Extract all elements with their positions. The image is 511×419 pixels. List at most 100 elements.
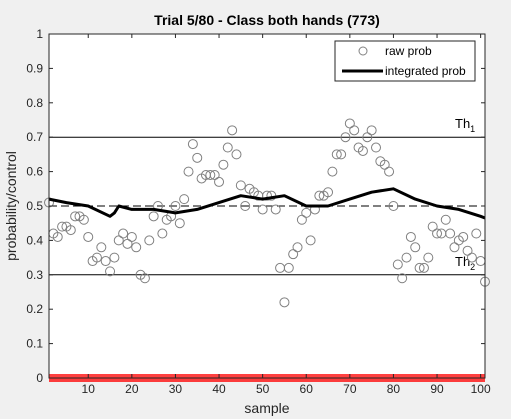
raw-prob-point <box>445 228 456 239</box>
raw-prob-point <box>279 297 290 308</box>
raw-prob-point <box>205 170 216 181</box>
x-tick-label: 40 <box>212 382 226 396</box>
raw-prob-point <box>170 201 181 211</box>
raw-prob-point <box>466 252 477 263</box>
raw-prob-point <box>78 214 89 225</box>
raw-prob-point <box>235 180 246 191</box>
raw-prob-point <box>231 149 242 160</box>
raw-prob-point <box>118 228 129 239</box>
raw-prob-point <box>471 228 482 239</box>
raw-prob-point <box>214 176 225 187</box>
legend-label-integrated: integrated prob <box>385 64 466 78</box>
raw-prob-point <box>187 139 198 150</box>
y-tick-label: 0.7 <box>26 130 43 144</box>
raw-prob-point <box>384 166 395 177</box>
raw-prob-point <box>392 259 403 270</box>
raw-prob-point <box>283 262 294 273</box>
y-tick-label: 0.2 <box>26 302 43 316</box>
threshold-label-1: Th1 <box>455 116 475 134</box>
raw-prob-point <box>96 242 107 253</box>
raw-prob-point <box>126 231 137 242</box>
raw-prob-point <box>179 194 190 205</box>
raw-prob-point <box>174 218 185 229</box>
legend-box <box>334 40 476 82</box>
legend-marker-raw <box>358 46 368 56</box>
raw-prob-point <box>257 204 268 215</box>
raw-prob-point <box>240 201 251 211</box>
x-tick-label: 90 <box>430 382 444 396</box>
y-tick-label: 0.8 <box>26 96 43 110</box>
raw-prob-point <box>222 142 233 153</box>
y-tick-label: 0.4 <box>26 233 43 247</box>
raw-prob-point <box>366 125 377 136</box>
integrated-prob-line <box>48 187 486 220</box>
raw-prob-point <box>105 266 116 277</box>
raw-prob-point <box>139 273 150 284</box>
raw-prob-point <box>52 231 63 242</box>
raw-prob-point <box>144 235 155 246</box>
raw-prob-point <box>100 256 111 267</box>
x-axis-label: sample <box>244 400 289 416</box>
raw-prob-point <box>227 125 238 136</box>
raw-prob-point <box>340 132 351 143</box>
x-tick-label: 20 <box>125 382 139 396</box>
raw-prob-point <box>270 204 281 215</box>
raw-prob-point <box>131 242 142 253</box>
raw-prob-point <box>91 252 102 263</box>
raw-prob-point <box>323 187 334 198</box>
raw-prob-point <box>418 262 429 273</box>
raw-prob-point <box>331 149 342 160</box>
raw-prob-point <box>327 166 338 177</box>
x-tick-label: 60 <box>300 382 314 396</box>
raw-prob-point <box>183 166 194 177</box>
raw-prob-point <box>57 221 68 232</box>
raw-prob-point <box>314 190 325 201</box>
raw-prob-point <box>397 273 408 284</box>
raw-prob-point <box>401 252 412 263</box>
raw-prob-point <box>405 231 416 242</box>
raw-prob-point <box>292 242 303 253</box>
raw-prob-point <box>371 142 381 153</box>
raw-prob-point <box>414 262 425 273</box>
raw-prob-point <box>410 242 421 253</box>
y-tick-label: 0.5 <box>26 199 43 213</box>
raw-prob-point <box>336 149 347 160</box>
raw-prob-point <box>148 211 159 222</box>
thresholds-layer: Th1 Th2 <box>49 116 485 276</box>
x-tick-label: 50 <box>256 382 270 396</box>
y-tick-label: 0.6 <box>26 165 43 179</box>
raw-prob-point <box>388 201 399 211</box>
raw-prob-point <box>65 225 76 236</box>
y-tick-label: 0.9 <box>26 61 43 75</box>
x-tick-label: 70 <box>343 382 357 396</box>
raw-prob-point <box>305 235 316 246</box>
legend: raw prob integrated prob <box>334 40 476 82</box>
x-tick-label: 80 <box>387 382 401 396</box>
y-tick-label: 1 <box>36 27 43 41</box>
series-layer <box>44 118 490 308</box>
x-tick-label: 100 <box>471 382 491 396</box>
raw-prob-point <box>192 152 203 163</box>
y-tick-label: 0.1 <box>26 337 43 351</box>
raw-prob-point <box>70 211 81 222</box>
y-axis-label: probability/control <box>3 151 19 261</box>
x-tick-label: 30 <box>169 382 183 396</box>
raw-prob-point <box>458 231 469 242</box>
raw-prob-point <box>262 190 272 201</box>
chart-title: Trial 5/80 - Class both hands (773) <box>154 12 380 28</box>
raw-prob-point <box>423 252 434 263</box>
ticks-layer: 10 20 30 40 50 60 70 80 90 100 0 0.1 0.2 0.3 0.4 0.5 0.6… <box>26 27 491 396</box>
raw-prob-point <box>440 214 451 225</box>
raw-prob-point <box>357 145 368 156</box>
raw-prob-point <box>432 228 443 239</box>
raw-prob-point <box>157 228 168 239</box>
raw-prob-point <box>218 159 229 170</box>
raw-prob-point <box>301 207 312 218</box>
x-tick-label: 10 <box>82 382 96 396</box>
threshold-label-2: Th2 <box>455 254 475 272</box>
raw-prob-point <box>349 125 360 136</box>
raw-prob-point <box>83 231 94 242</box>
y-tick-label: 0.3 <box>26 268 43 282</box>
